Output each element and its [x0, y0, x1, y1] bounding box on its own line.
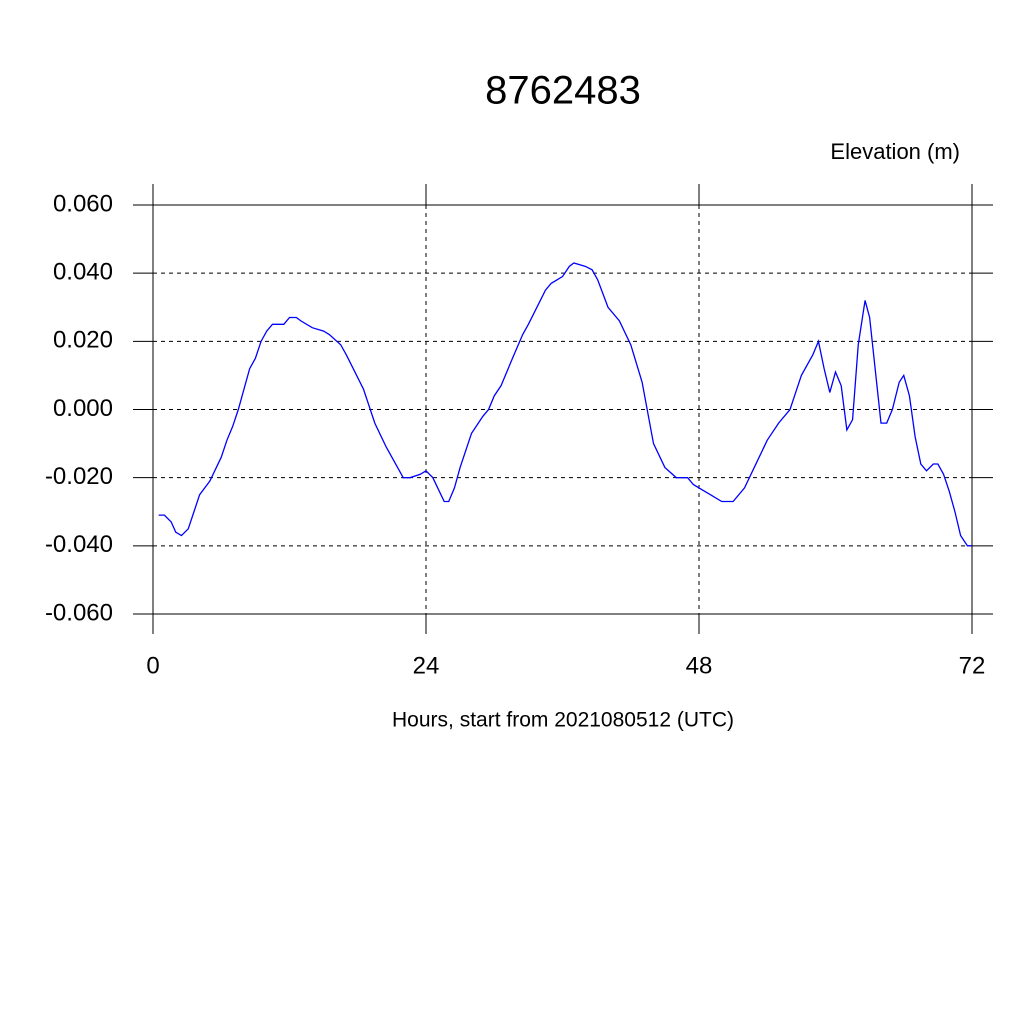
- x-tick-label: 48: [686, 652, 713, 679]
- y-tick-label: 0.040: [53, 259, 113, 286]
- y-tick-label: -0.020: [45, 463, 113, 490]
- y-tick-label: -0.040: [45, 531, 113, 558]
- y-tick-label: 0.000: [53, 395, 113, 422]
- data-line: [158, 262, 972, 547]
- x-tick-label: 72: [959, 652, 986, 679]
- y-tick-label: 0.020: [53, 327, 113, 354]
- y-tick-label: 0.060: [53, 190, 113, 217]
- chart-title: 8762483: [485, 69, 641, 113]
- y-axis-title: Elevation (m): [830, 139, 960, 164]
- y-tick-label: -0.060: [45, 599, 113, 626]
- x-tick-label: 0: [146, 652, 159, 679]
- x-tick-label: 24: [413, 652, 440, 679]
- x-axis-title: Hours, start from 2021080512 (UTC): [392, 709, 734, 732]
